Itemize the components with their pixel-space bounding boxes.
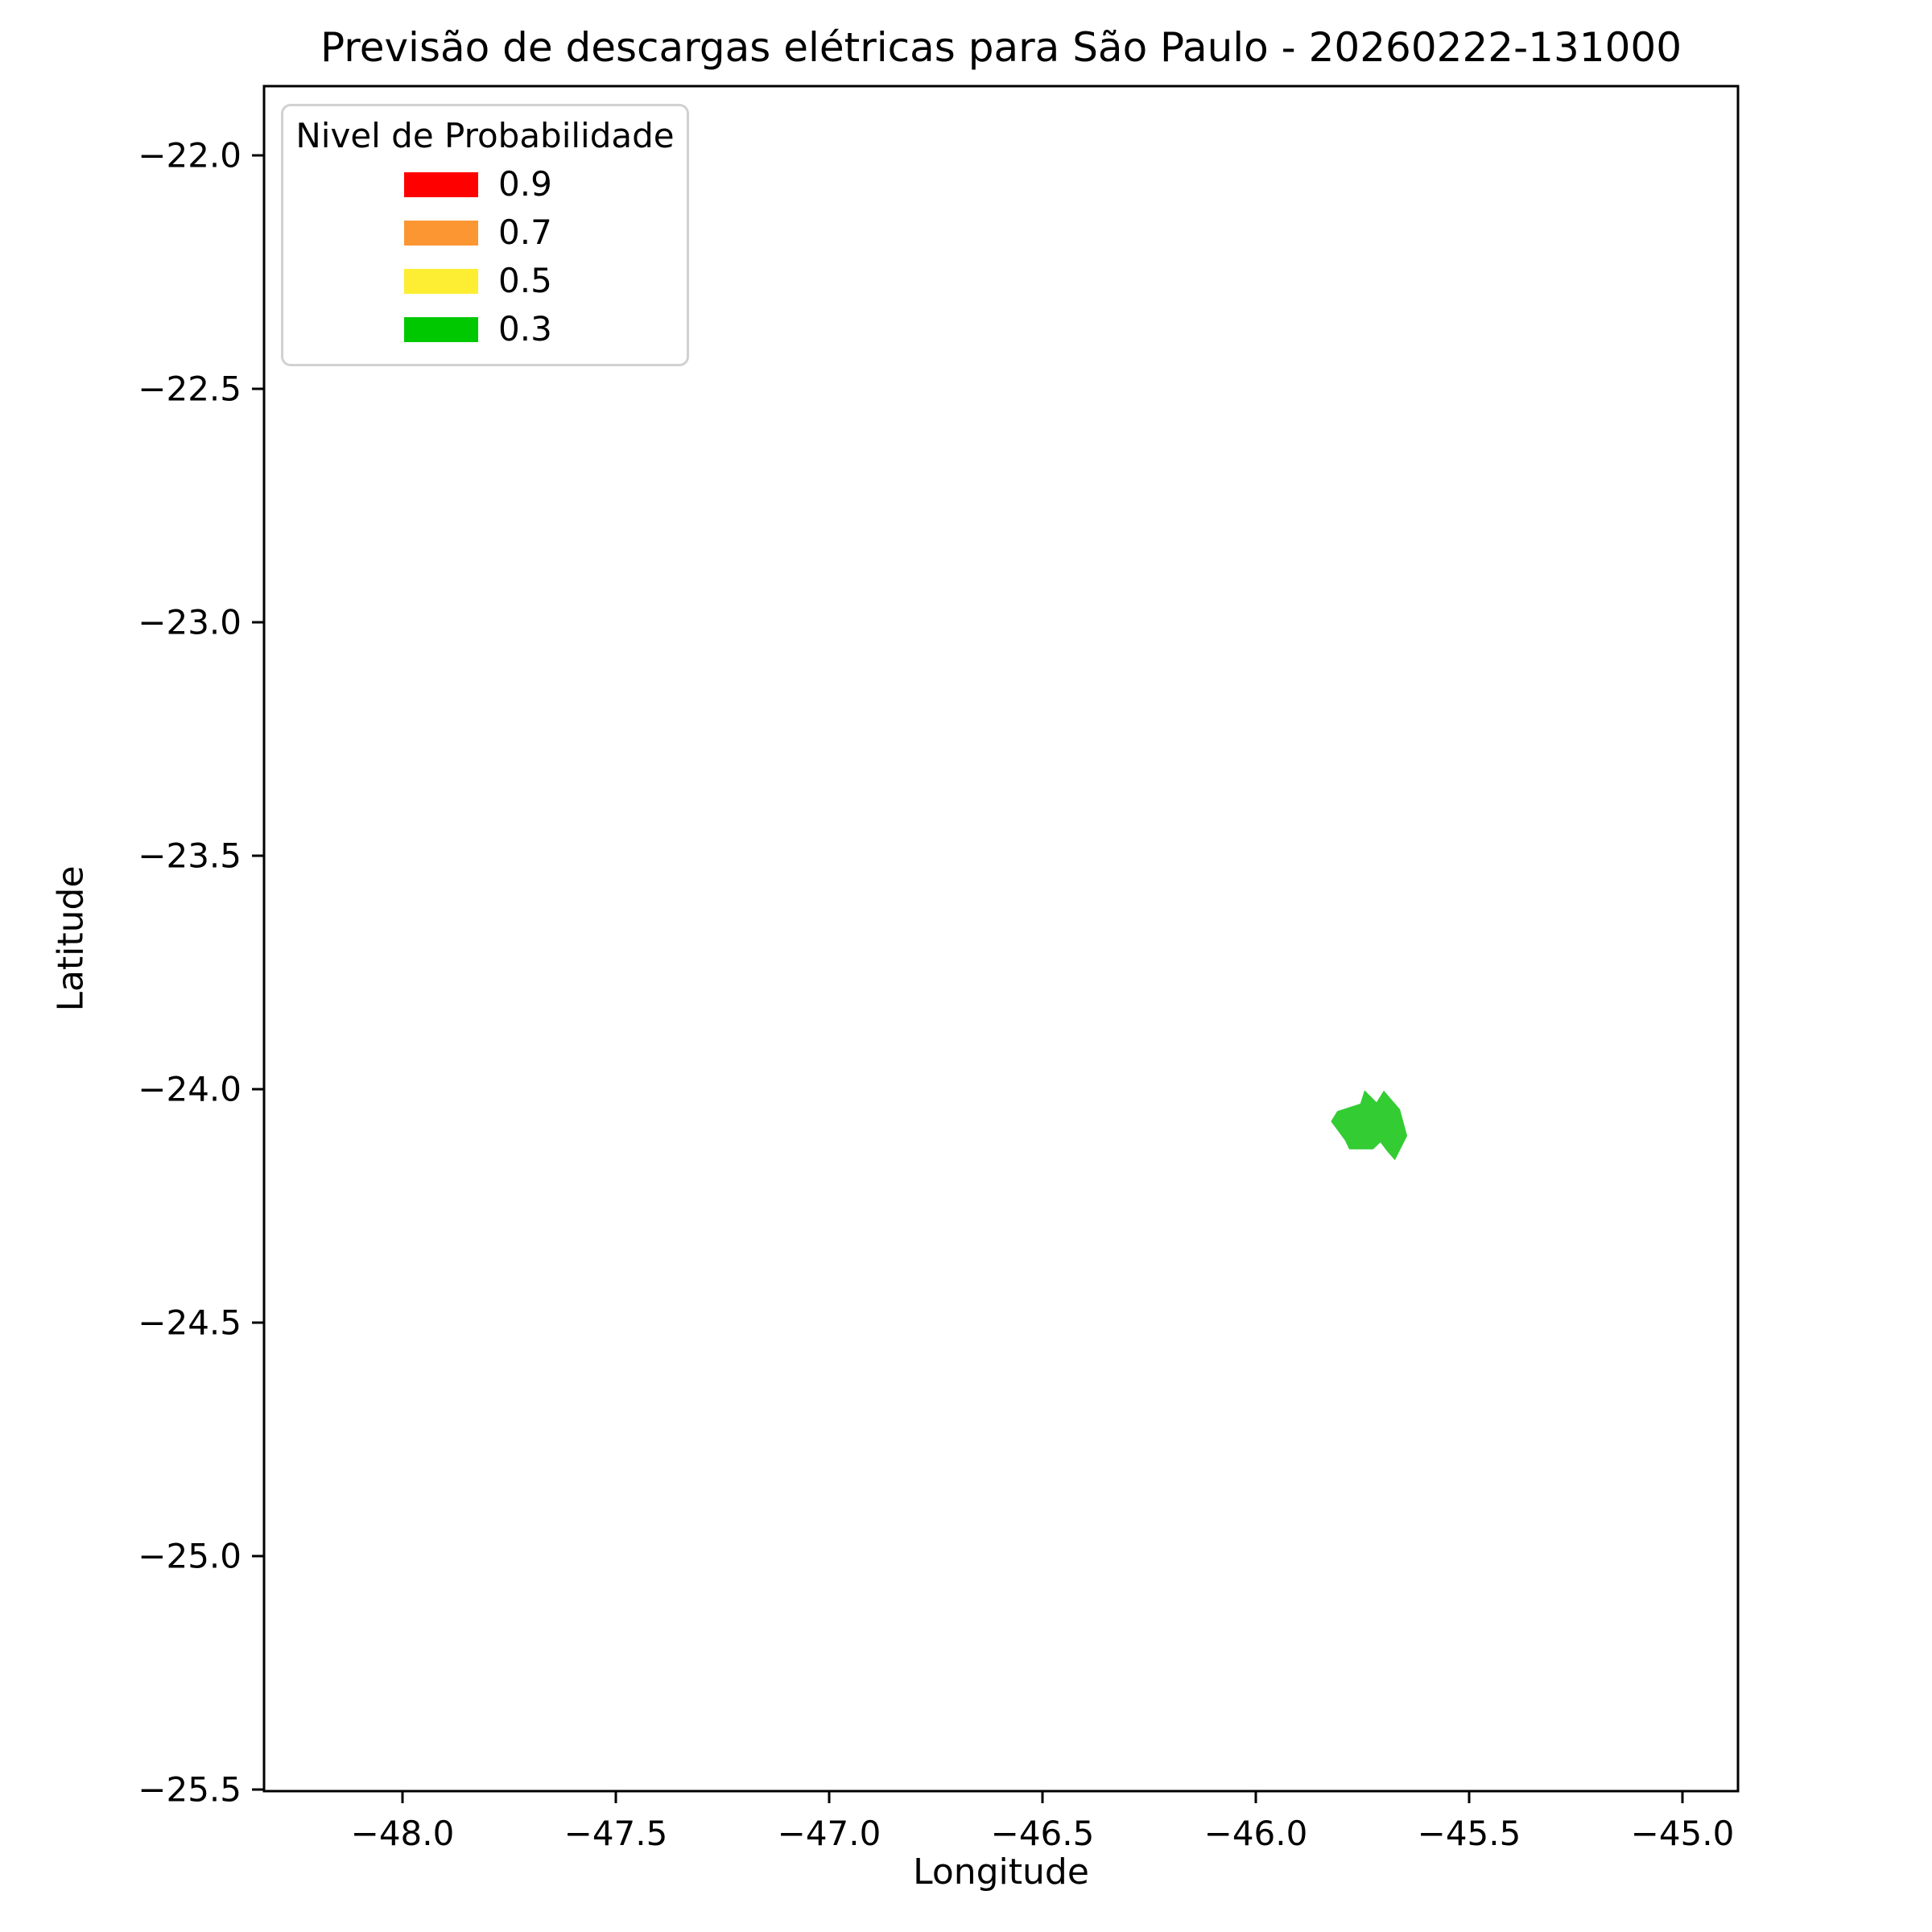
legend: Nivel de Probabilidade 0.9 0.7 0.5 0.3 — [281, 104, 689, 366]
y-axis-title: Latitude — [50, 865, 92, 1012]
legend-entry-label: 0.3 — [498, 309, 552, 349]
y-tick-label: −25.0 — [138, 1536, 242, 1576]
legend-swatch-icon — [404, 220, 478, 246]
y-tick-label: −23.5 — [138, 836, 242, 876]
legend-entry-label: 0.9 — [498, 164, 552, 204]
y-tick-label: −25.5 — [138, 1769, 242, 1810]
legend-entry-label: 0.7 — [498, 213, 552, 252]
legend-entry: 0.9 — [404, 167, 552, 201]
y-tick-label: −22.0 — [138, 135, 242, 175]
x-tick-label: −45.0 — [1630, 1814, 1735, 1853]
legend-title: Nivel de Probabilidade — [295, 116, 675, 155]
legend-swatch-icon — [404, 268, 478, 294]
legend-entry-label: 0.5 — [498, 261, 552, 300]
y-tick-label: −23.0 — [138, 602, 242, 642]
y-tick-label: −24.5 — [138, 1302, 242, 1343]
x-tick-label: −46.5 — [990, 1814, 1095, 1853]
legend-entry: 0.3 — [404, 312, 552, 346]
legend-swatch-icon — [404, 171, 478, 197]
x-tick-label: −47.5 — [564, 1814, 668, 1853]
legend-entry: 0.5 — [404, 264, 552, 298]
y-tick-label: −24.0 — [138, 1069, 242, 1109]
tick-marks — [252, 154, 1684, 1803]
x-tick-label: −47.0 — [777, 1814, 881, 1853]
axes-frame — [262, 85, 1740, 1793]
x-tick-label: −45.5 — [1417, 1814, 1521, 1853]
y-tick-label: −22.5 — [138, 369, 242, 409]
chart-title: Previsão de descargas elétricas para São… — [320, 24, 1682, 71]
legend-swatch-icon — [404, 316, 478, 342]
x-axis-title: Longitude — [913, 1852, 1089, 1893]
forecast-probability-polygon — [1331, 1090, 1408, 1161]
x-tick-label: −46.0 — [1203, 1814, 1308, 1853]
x-tick-label: −48.0 — [350, 1814, 455, 1853]
legend-entry: 0.7 — [404, 216, 552, 250]
